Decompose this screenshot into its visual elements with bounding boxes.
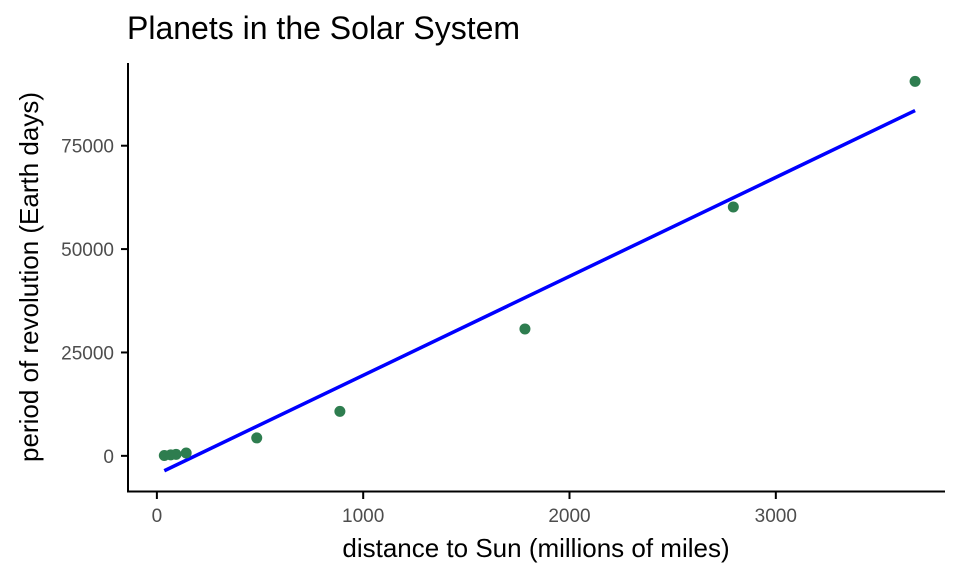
points [158,75,921,461]
y-tick-label: 0 [103,447,114,468]
x-tick-label: 0 [152,506,163,527]
data-point [334,405,346,417]
axes [127,63,945,493]
x-axis-label: distance to Sun (millions of miles) [342,533,729,563]
y-axis-label: period of revolution (Earth days) [14,92,44,462]
data-point [519,323,531,335]
data-point [180,447,192,459]
chart-title: Planets in the Solar System [127,10,520,46]
x-tick-label: 2000 [548,506,590,527]
x-tick-label: 1000 [342,506,384,527]
data-point [909,75,921,87]
data-point [727,201,739,213]
data-point [251,432,263,444]
y-tick-label: 75000 [61,137,114,158]
ticks: 0 1000 2000 3000 0 25000 50000 75000 [61,137,797,527]
data-point [170,448,182,460]
fit-line [163,108,916,473]
fit-line-group [163,108,916,473]
y-tick-label: 25000 [61,343,114,364]
y-tick-label: 50000 [61,240,114,261]
x-tick-label: 3000 [755,506,797,527]
